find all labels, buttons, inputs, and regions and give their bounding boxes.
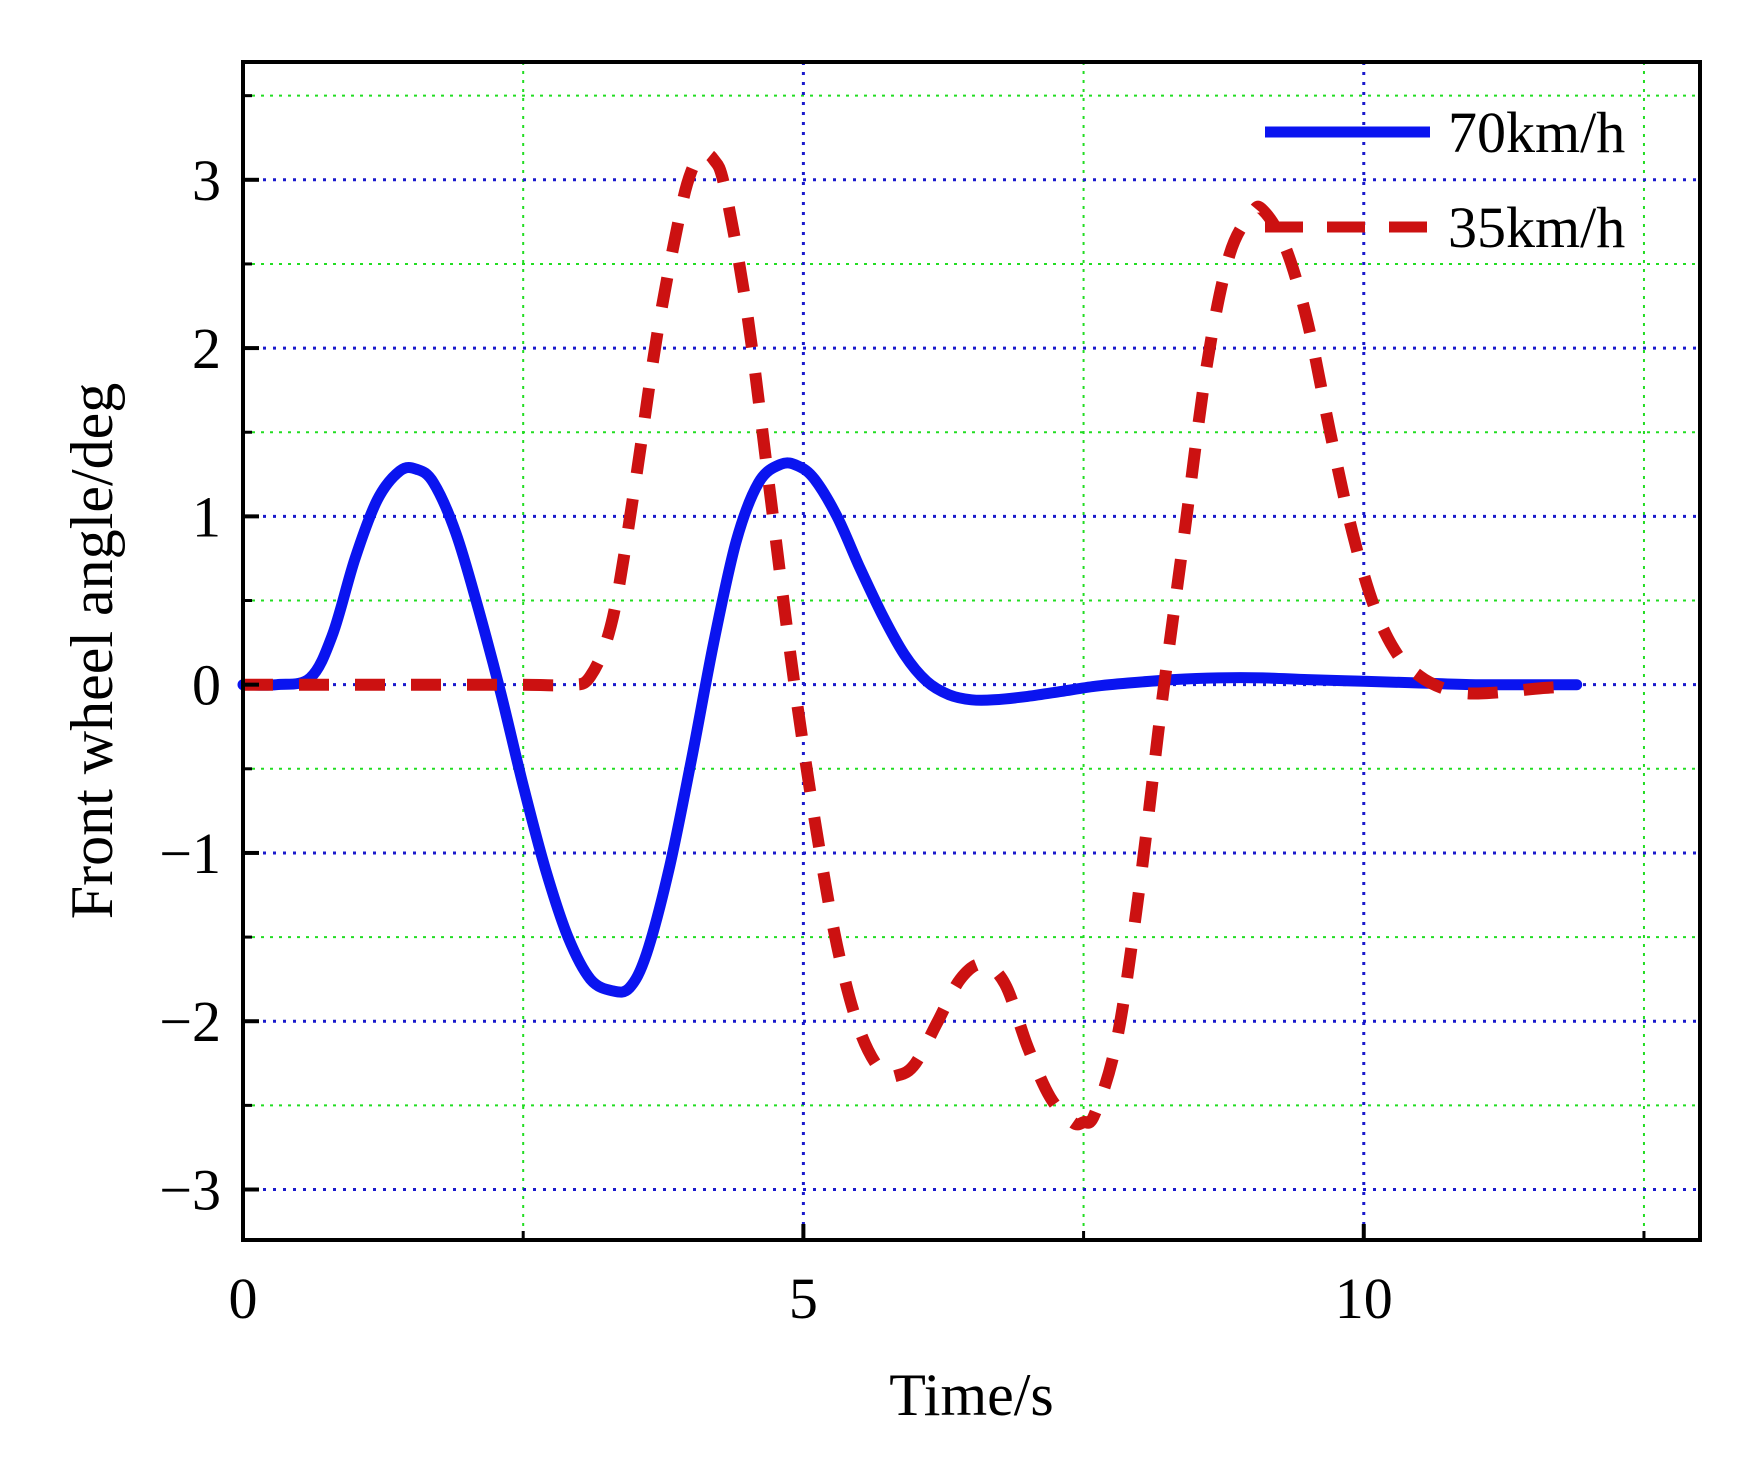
x-tick-label: 10 (1335, 1266, 1393, 1331)
y-axis-title: Front wheel angle/deg (59, 383, 125, 920)
x-tick-label: 0 (229, 1266, 258, 1331)
plot-frame (241, 60, 1702, 1242)
x-tick-label: 5 (789, 1266, 818, 1331)
legend-label: 70km/h (1448, 100, 1625, 165)
y-tick-label: −3 (159, 1158, 221, 1223)
legend-label: 35km/h (1448, 195, 1625, 260)
y-tick-label: 1 (192, 484, 221, 549)
y-tick-label: −2 (159, 989, 221, 1054)
series-line-70kmh (237, 457, 1583, 998)
y-tick-label: 0 (192, 653, 221, 718)
y-tick-label: 2 (192, 316, 221, 381)
x-axis-title: Time/s (889, 1362, 1054, 1428)
tick-layer: 0 5 10 −3 −2 −1 0 1 2 3 (159, 94, 1646, 1331)
y-tick-label: 3 (192, 148, 221, 213)
y-tick-label: −1 (159, 821, 221, 886)
series-layer (237, 147, 1583, 1131)
grid-layer (243, 62, 1700, 1240)
legend: 70km/h 35km/h (1265, 100, 1625, 260)
series-line-35kmh (243, 147, 1578, 1131)
